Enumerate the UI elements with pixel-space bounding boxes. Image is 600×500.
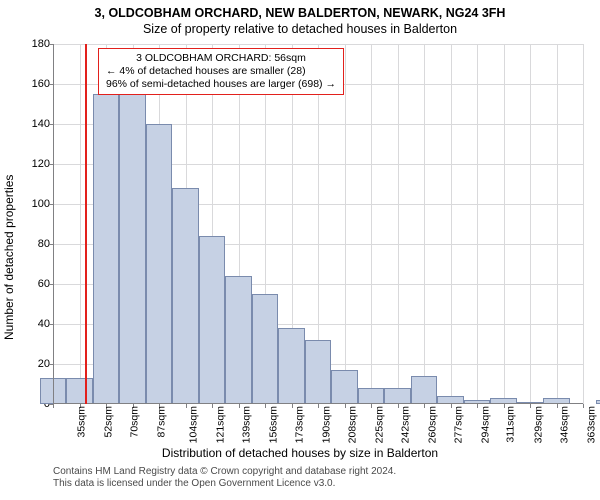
vgrid-line (371, 44, 372, 404)
legend-line-1: 3 OLDCOBHAM ORCHARD: 56sqm (106, 52, 336, 65)
vgrid-line (398, 44, 399, 404)
legend-line-3: 96% of semi-detached houses are larger (… (106, 78, 336, 91)
histogram-bar (331, 370, 358, 404)
chart-root: 3, OLDCOBHAM ORCHARD, NEW BALDERTON, NEW… (0, 0, 600, 500)
page-title: 3, OLDCOBHAM ORCHARD, NEW BALDERTON, NEW… (0, 6, 600, 20)
x-tick-label: 294sqm (479, 406, 491, 443)
vgrid-line (345, 44, 346, 404)
histogram-bar (225, 276, 252, 404)
page-subtitle: Size of property relative to detached ho… (0, 22, 600, 36)
x-tick-mark (318, 404, 319, 408)
x-tick-mark (186, 404, 187, 408)
x-tick-label: 242sqm (399, 406, 411, 443)
vgrid-line (583, 44, 584, 404)
x-tick-label: 346sqm (558, 406, 570, 443)
x-tick-label: 277sqm (452, 406, 464, 443)
x-tick-mark (424, 404, 425, 408)
y-tick-label: 60 (10, 278, 50, 290)
y-tick-mark (49, 164, 53, 165)
histogram-bar (411, 376, 438, 404)
histogram-bar (384, 388, 411, 404)
histogram-bar (172, 188, 199, 404)
y-tick-mark (49, 84, 53, 85)
histogram-bar (252, 294, 279, 404)
x-tick-label: 70sqm (129, 406, 141, 438)
x-tick-label: 156sqm (267, 406, 279, 443)
x-tick-mark (53, 404, 54, 408)
x-tick-label: 87sqm (155, 406, 167, 438)
x-tick-label: 35sqm (76, 406, 88, 438)
vgrid-line (80, 44, 81, 404)
x-axis-label: Distribution of detached houses by size … (0, 446, 600, 460)
marker-line (85, 44, 87, 404)
vgrid-line (477, 44, 478, 404)
y-tick-mark (49, 364, 53, 365)
x-tick-label: 363sqm (585, 406, 597, 443)
histogram-bar (305, 340, 332, 404)
vgrid-line (530, 44, 531, 404)
histogram-bar (358, 388, 385, 404)
x-tick-label: 121sqm (214, 406, 226, 443)
histogram-bar (278, 328, 305, 404)
x-tick-mark (265, 404, 266, 408)
plot-area (53, 44, 583, 404)
y-tick-mark (49, 44, 53, 45)
x-tick-mark (557, 404, 558, 408)
x-tick-label: 173sqm (293, 406, 305, 443)
legend-box: 3 OLDCOBHAM ORCHARD: 56sqm ← 4% of detac… (98, 48, 344, 95)
x-tick-label: 52sqm (102, 406, 114, 438)
y-tick-mark (49, 284, 53, 285)
x-tick-mark (398, 404, 399, 408)
y-tick-label: 80 (10, 238, 50, 250)
x-tick-mark (239, 404, 240, 408)
x-tick-label: 329sqm (532, 406, 544, 443)
x-tick-label: 139sqm (240, 406, 252, 443)
x-tick-mark (371, 404, 372, 408)
x-tick-mark (212, 404, 213, 408)
x-tick-label: 225sqm (373, 406, 385, 443)
y-tick-mark (49, 204, 53, 205)
y-tick-label: 160 (10, 78, 50, 90)
x-tick-mark (583, 404, 584, 408)
y-tick-label: 20 (10, 358, 50, 370)
y-tick-mark (49, 124, 53, 125)
x-tick-label: 208sqm (346, 406, 358, 443)
vgrid-line (504, 44, 505, 404)
y-tick-label: 100 (10, 198, 50, 210)
vgrid-line (424, 44, 425, 404)
histogram-bar (119, 94, 146, 404)
footer-text: Contains HM Land Registry data © Crown c… (53, 466, 396, 490)
y-tick-label: 140 (10, 118, 50, 130)
histogram-bar (93, 94, 120, 404)
y-axis-line (53, 44, 54, 404)
y-tick-label: 40 (10, 318, 50, 330)
vgrid-line (451, 44, 452, 404)
x-tick-mark (451, 404, 452, 408)
footer-line-1: Contains HM Land Registry data © Crown c… (53, 466, 396, 478)
x-tick-label: 190sqm (320, 406, 332, 443)
x-tick-label: 311sqm (505, 406, 517, 443)
legend-line-2: ← 4% of detached houses are smaller (28) (106, 65, 336, 78)
x-tick-mark (530, 404, 531, 408)
y-tick-mark (49, 244, 53, 245)
x-tick-label: 260sqm (426, 406, 438, 443)
x-tick-label: 104sqm (187, 406, 199, 443)
y-tick-mark (49, 404, 53, 405)
y-tick-label: 120 (10, 158, 50, 170)
vgrid-line (557, 44, 558, 404)
histogram-bar (146, 124, 173, 404)
histogram-bar (66, 378, 93, 404)
x-tick-mark (477, 404, 478, 408)
footer-line-2: This data is licensed under the Open Gov… (53, 478, 396, 490)
histogram-bar (596, 400, 600, 404)
x-tick-mark (345, 404, 346, 408)
x-tick-mark (292, 404, 293, 408)
y-tick-label: 180 (10, 38, 50, 50)
y-tick-mark (49, 324, 53, 325)
histogram-bar (199, 236, 226, 404)
